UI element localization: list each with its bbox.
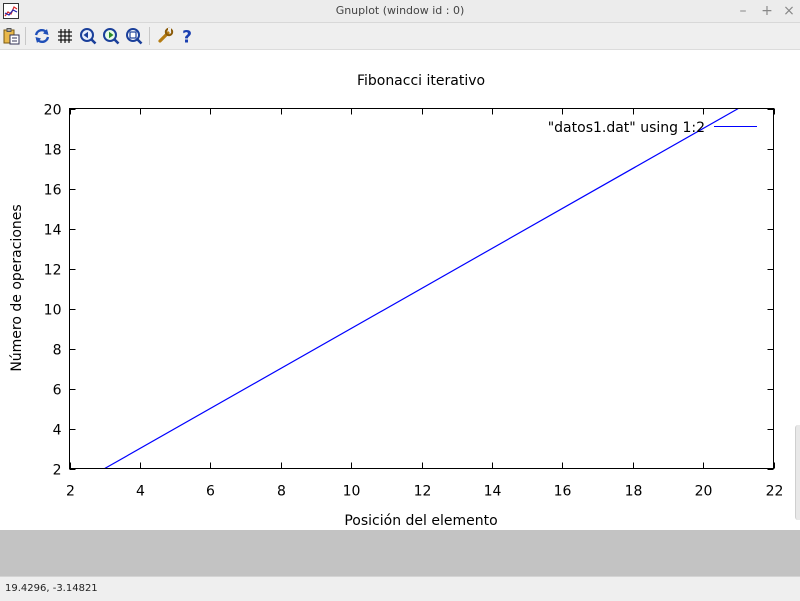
wrench-icon[interactable] (156, 27, 174, 45)
status-bar: 19.4296, -3.14821 (0, 576, 800, 601)
x-tick-label: 16 (554, 484, 572, 500)
refresh-icon[interactable] (33, 27, 51, 45)
y-tick-label: 16 (44, 183, 62, 199)
y-tick-label: 2 (53, 463, 62, 479)
y-tick-label: 12 (44, 263, 62, 279)
x-tick-label: 10 (343, 484, 361, 500)
window-title: Gnuplot (window id : 0) (335, 4, 465, 17)
title-bar: Gnuplot (window id : 0) – + × (0, 0, 800, 23)
x-tick-label: 6 (206, 484, 215, 500)
line-chart: Fibonacci iterativo 2 4 6 8 10 12 14 16 18 20 2224… (9, 73, 784, 529)
y-axis-label: Número de operaciones (9, 204, 25, 371)
empty-panel (0, 530, 800, 576)
clipboard-icon[interactable] (2, 27, 20, 45)
x-tick-label: 2 (66, 484, 75, 500)
y-tick-label: 8 (53, 343, 62, 359)
close-button[interactable]: × (783, 3, 795, 19)
mouse-coordinates: 19.4296, -3.14821 (5, 583, 98, 594)
y-tick-label: 18 (44, 143, 62, 159)
x-tick-label: 22 (766, 484, 784, 500)
plot-area[interactable]: Fibonacci iterativo 2 4 6 8 10 12 14 16 18 20 22 2 4… (0, 50, 800, 530)
gnuplot-app-icon (3, 3, 19, 19)
x-tick-label: 4 (136, 484, 145, 500)
x-tick-label: 20 (695, 484, 713, 500)
legend-label: "datos1.dat" using 1:2 (548, 120, 705, 136)
y-tick-label: 20 (44, 103, 62, 119)
x-tick-label: 18 (625, 484, 643, 500)
maximize-button[interactable]: + (761, 3, 773, 19)
x-tick-label: 12 (414, 484, 432, 500)
toolbar-separator (25, 27, 26, 45)
minimize-button[interactable]: – (739, 3, 747, 19)
series-line (104, 107, 739, 470)
y-tick-label: 14 (44, 223, 62, 239)
chart-title: Fibonacci iterativo (357, 73, 485, 89)
toolbar: ? (0, 23, 800, 50)
y-tick-label: 4 (53, 423, 62, 439)
y-tick-label: 6 (53, 383, 62, 399)
grid-icon[interactable] (56, 27, 74, 45)
toolbar-separator (149, 27, 150, 45)
zoom-next-icon[interactable] (102, 27, 120, 45)
svg-text:?: ? (182, 28, 192, 46)
x-tick-label: 14 (484, 484, 502, 500)
help-icon[interactable]: ? (178, 27, 196, 46)
y-tick-label: 10 (44, 303, 62, 319)
x-tick-label: 8 (277, 484, 286, 500)
scroll-handle[interactable] (795, 425, 800, 520)
plot-frame (69, 108, 774, 469)
zoom-previous-icon[interactable] (79, 27, 97, 45)
zoom-autoscale-icon[interactable] (125, 27, 143, 45)
x-axis-label: Posición del elemento (344, 513, 497, 529)
